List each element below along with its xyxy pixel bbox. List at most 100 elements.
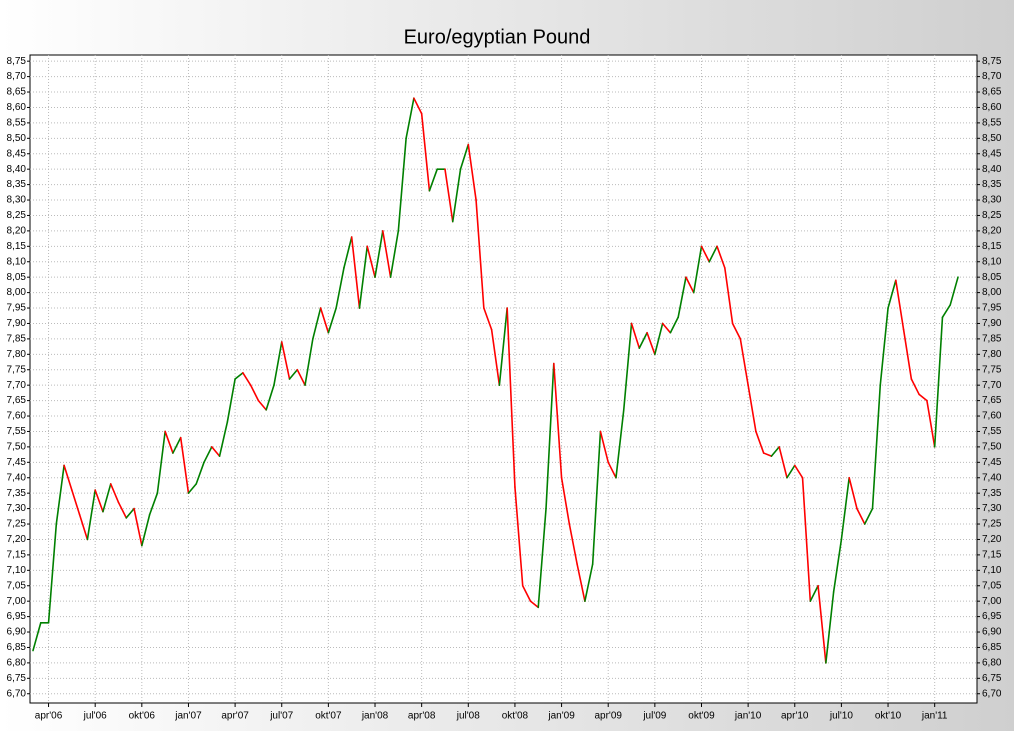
y2-tick-label: 7,70 (982, 380, 1002, 391)
y-tick-label: 7,30 (7, 503, 27, 514)
line-segment (514, 486, 524, 587)
line-segment (444, 168, 454, 223)
line-segment (685, 276, 695, 294)
line-segment (545, 362, 555, 510)
y2-tick-label: 6,85 (982, 642, 1002, 653)
line-segment (78, 513, 89, 541)
line-segment (366, 245, 376, 278)
y-tick-label: 8,40 (7, 164, 27, 175)
y2-tick-label: 8,70 (982, 71, 1002, 82)
y-tick-label: 7,75 (7, 364, 27, 375)
line-segment (257, 399, 267, 411)
x-tick-label: okt'08 (502, 711, 529, 722)
line-segment (86, 489, 96, 541)
y-tick-label: 6,80 (7, 658, 27, 669)
line-segment (724, 267, 734, 325)
line-segment (273, 341, 283, 386)
x-tick-label: jul'09 (642, 711, 666, 722)
y-tick-label: 7,00 (7, 596, 27, 607)
line-segment (420, 112, 431, 192)
y2-tick-label: 8,25 (982, 210, 1002, 221)
line-segment (203, 446, 213, 464)
x-tick-label: okt'07 (315, 711, 342, 722)
line-segment (218, 421, 229, 457)
line-segment (506, 307, 516, 488)
y2-tick-label: 8,40 (982, 164, 1002, 175)
y2-tick-label: 6,75 (982, 673, 1002, 684)
y2-tick-label: 7,40 (982, 472, 1002, 483)
line-segment (467, 143, 477, 201)
y2-tick-label: 7,25 (982, 519, 1002, 530)
y-tick-label: 7,50 (7, 442, 27, 453)
y-tick-label: 7,40 (7, 472, 27, 483)
y-tick-label: 7,60 (7, 411, 27, 422)
y2-tick-label: 6,70 (982, 688, 1002, 699)
line-segment (32, 621, 42, 652)
line-segment (599, 430, 610, 464)
chart-title: Euro/egyptian Pound (404, 26, 591, 48)
line-segment (871, 384, 882, 510)
y2-tick-label: 7,00 (982, 596, 1002, 607)
y-tick-label: 8,55 (7, 118, 27, 129)
line-segment (895, 279, 905, 331)
line-segment (210, 446, 221, 457)
y2-tick-label: 7,15 (982, 550, 1002, 561)
x-tick-label: jan'07 (174, 711, 202, 722)
line-segment (537, 507, 547, 609)
line-segment (622, 322, 633, 411)
x-tick-label: okt'09 (688, 711, 715, 722)
x-tick-label: apr'08 (408, 711, 436, 722)
line-segment (451, 168, 462, 223)
line-segment (529, 600, 540, 609)
y2-tick-label: 7,60 (982, 411, 1002, 422)
y-tick-label: 7,55 (7, 426, 27, 437)
line-segment (413, 97, 423, 115)
line-segment (234, 372, 244, 380)
line-segment (840, 476, 850, 541)
y-tick-label: 6,70 (7, 688, 27, 699)
line-segment (926, 399, 936, 448)
y-tick-label: 8,10 (7, 256, 27, 267)
line-segment (358, 245, 369, 309)
y2-tick-label: 7,30 (982, 503, 1002, 514)
y2-tick-label: 7,85 (982, 334, 1002, 345)
x-tick-label: apr'07 (221, 711, 249, 722)
line-segment (910, 378, 920, 396)
x-tick-label: apr'10 (781, 711, 809, 722)
y2-tick-label: 8,50 (982, 133, 1002, 144)
y-tick-label: 6,85 (7, 642, 27, 653)
line-segment (832, 538, 843, 593)
line-segment (350, 236, 361, 309)
y2-tick-label: 7,90 (982, 318, 1002, 329)
line-segment (708, 245, 718, 263)
line-segment (762, 452, 773, 457)
x-tick-label: okt'10 (875, 711, 902, 722)
line-segment (71, 489, 81, 516)
line-segment (490, 328, 501, 386)
x-tick-label: jul'08 (456, 711, 480, 722)
y2-tick-label: 8,45 (982, 148, 1002, 159)
line-segment (319, 307, 330, 334)
y-tick-label: 7,70 (7, 380, 27, 391)
line-segment (902, 328, 913, 380)
y-tick-label: 6,90 (7, 627, 27, 638)
y2-tick-label: 6,95 (982, 611, 1002, 622)
line-segment (669, 316, 679, 334)
y2-tick-label: 8,35 (982, 179, 1002, 190)
x-tick-label: jan'09 (547, 711, 575, 722)
y2-tick-label: 7,10 (982, 565, 1002, 576)
y2-tick-label: 7,45 (982, 457, 1002, 468)
line-segment (304, 338, 314, 386)
y-tick-label: 8,50 (7, 133, 27, 144)
y-tick-label: 6,95 (7, 611, 27, 622)
line-segment (109, 483, 120, 504)
y-tick-label: 8,45 (7, 148, 27, 159)
y2-tick-label: 6,90 (982, 627, 1002, 638)
line-segment (941, 304, 952, 319)
line-segment (677, 276, 687, 319)
y-tick-label: 8,15 (7, 241, 27, 252)
y-tick-label: 7,65 (7, 395, 27, 406)
line-segment (242, 372, 252, 386)
y-tick-label: 8,35 (7, 179, 27, 190)
line-segment (483, 307, 493, 331)
